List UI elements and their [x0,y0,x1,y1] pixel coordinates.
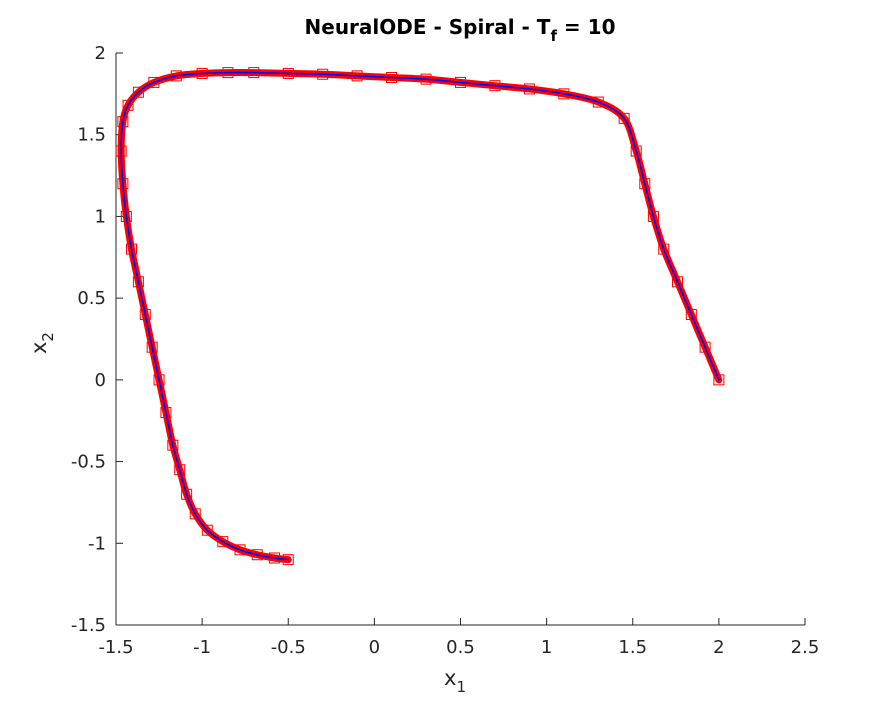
true-trajectory-point [713,374,725,386]
true-trajectory-point [153,374,165,386]
chart-title-main: NeuralODE - Spiral - T [305,15,551,39]
true-trajectory-point [174,464,186,476]
true-trajectory-point [685,308,697,320]
true-trajectory-point [201,524,213,536]
true-trajectory-point [217,536,229,548]
true-trajectory-point [122,99,134,111]
true-trajectory-point [592,96,604,108]
y-axis-label-subscript: 2 [39,332,57,342]
true-trajectory-point [234,544,246,556]
x-tick-label: -0.5 [271,637,306,658]
predicted-trajectory-line [120,71,720,561]
data-series [115,67,725,566]
x-axis-label-base: x [444,666,456,690]
true-trajectory-point [160,407,172,419]
true-trajectory-point [139,308,151,320]
true-trajectory-point [647,210,659,222]
true-trajectory-point [558,88,570,100]
true-trajectory-point [167,439,179,451]
true-trajectory-point [672,276,684,288]
x-tick-label: 2 [713,637,724,658]
true-trajectory-point [132,276,144,288]
y-axis-label-base: x [27,342,51,354]
y-tick-label: 0.5 [77,288,106,309]
y-tick-label: -1 [88,533,106,554]
x-tick-label: 0 [369,637,380,658]
true-trajectory-point [181,488,193,500]
series-predicted-trajectory [120,71,720,561]
true-trajectory-point [189,508,201,520]
x-tick-label: -1.5 [98,637,133,658]
chart-title: NeuralODE - Spiral - Tf = 10 [305,15,616,45]
y-tick-label: -0.5 [71,452,106,473]
y-tick-label: 1.5 [77,125,106,146]
x-tick-label: -1 [193,637,211,658]
y-tick-label: 2 [95,43,106,64]
true-trajectory-point [146,341,158,353]
chart-title-suffix: = 10 [557,15,616,39]
x-tick-label: 1.5 [618,637,647,658]
true-trajectory-point [618,112,630,124]
true-trajectory-point [699,341,711,353]
x-axis-label-subscript: 1 [456,678,466,696]
x-axis-label: x1 [444,666,466,696]
y-tick-label: -1.5 [71,615,106,636]
y-axis-label: x2 [27,332,57,354]
true-trajectory-point [639,178,651,190]
true-trajectory-point [132,86,144,98]
x-tick-label: 1 [541,637,552,658]
true-trajectory-point [251,549,263,561]
axis-ticks: -1.5 -1 -0.5 0 0.5 1 1.5 2 2.5 -1.5 -1 -0.5 0 0.5 1 1.5… [71,43,819,658]
x-tick-label: 2.5 [791,637,820,658]
true-trajectory-point [148,76,160,88]
true-trajectory-point [658,243,670,255]
series-true-trajectory [115,67,725,566]
true-trajectory-point [630,145,642,157]
x-tick-label: 0.5 [446,637,475,658]
y-tick-label: 1 [95,206,106,227]
true-trajectory-line [117,69,723,564]
true-trajectory-point [126,243,137,255]
y-tick-label: 0 [95,370,106,391]
chart-title-subscript: f [550,27,557,45]
